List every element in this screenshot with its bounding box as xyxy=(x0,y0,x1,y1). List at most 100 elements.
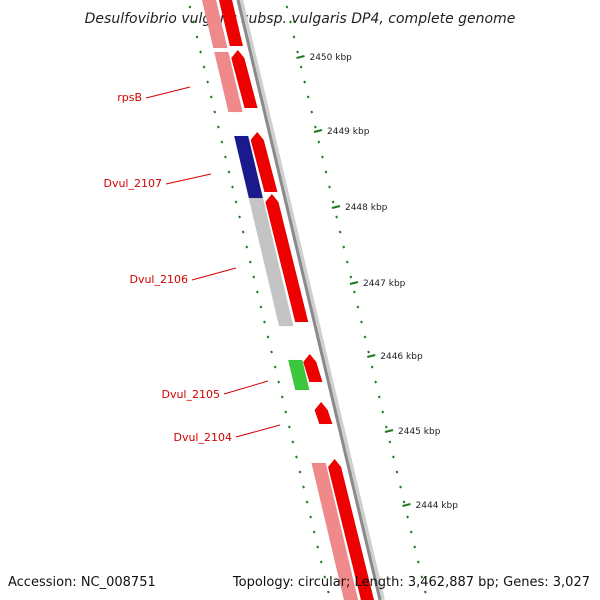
minor-tick xyxy=(280,395,284,399)
minor-tick xyxy=(374,380,378,384)
genome-backbone-shadow xyxy=(237,0,385,600)
minor-tick xyxy=(266,335,270,339)
minor-tick xyxy=(313,125,317,129)
minor-tick xyxy=(335,215,339,219)
scale-tick-mark xyxy=(367,354,376,358)
gene-labels: rpsB Dvul_2107 Dvul_2106 Dvul_2105 Dvul_2104 xyxy=(103,86,281,444)
minor-tick xyxy=(284,410,288,414)
forward-cds-band xyxy=(250,131,278,193)
minor-tick xyxy=(349,275,353,279)
minor-tick xyxy=(220,140,224,144)
minor-tick xyxy=(296,50,299,54)
minor-tick xyxy=(306,95,310,99)
minor-tick xyxy=(289,20,292,24)
gene-label[interactable]: Dvul_2107 xyxy=(103,177,162,190)
minor-tick xyxy=(342,245,346,249)
gene-label-leader xyxy=(223,380,269,395)
scale-tick-label: 2448 kbp xyxy=(345,203,388,213)
gene-features xyxy=(201,0,375,600)
gene-dvul-2106-band xyxy=(248,197,294,327)
gene-dvul-2105-band xyxy=(287,359,310,391)
map-title: Desulfovibrio vulgaris subsp. vulgaris D… xyxy=(85,11,516,27)
minor-tick xyxy=(312,530,316,534)
minor-tick xyxy=(248,260,252,264)
minor-tick xyxy=(259,305,263,309)
minor-tick xyxy=(392,455,395,459)
minor-tick xyxy=(273,365,277,369)
minor-tick xyxy=(367,350,370,354)
scale-tick-mark xyxy=(331,205,341,209)
scale-tick-label: 2445 kbp xyxy=(398,427,441,437)
scale-tick-mark xyxy=(384,429,394,433)
gene-dvul-2104-band xyxy=(314,401,333,425)
minor-tick xyxy=(420,575,424,579)
minor-tick xyxy=(331,200,335,204)
minor-tick xyxy=(238,215,242,219)
minor-tick xyxy=(305,500,309,504)
minor-tick xyxy=(409,530,413,534)
minor-tick xyxy=(195,35,199,39)
minor-tick xyxy=(316,545,320,549)
reverse-cds-band xyxy=(311,462,359,600)
minor-tick xyxy=(255,290,259,294)
minor-tick xyxy=(395,470,399,474)
minor-tick xyxy=(317,140,321,144)
minor-tick xyxy=(234,200,238,204)
minor-tick xyxy=(356,305,360,309)
minor-tick xyxy=(384,425,388,429)
scale-tick-label: 2444 kbp xyxy=(416,501,459,511)
scale-tick-mark xyxy=(349,281,359,285)
minor-tick xyxy=(321,155,324,159)
forward-cds-band xyxy=(231,49,258,109)
forward-cds-band xyxy=(327,458,375,600)
minor-tick xyxy=(326,590,330,594)
gene-label[interactable]: Dvul_2106 xyxy=(129,273,188,286)
minor-tick xyxy=(206,80,210,84)
minor-tick xyxy=(370,365,374,369)
minor-tick xyxy=(245,245,249,249)
gene-label-leader xyxy=(235,424,281,438)
minor-tick xyxy=(216,125,220,129)
minor-tick xyxy=(292,35,296,39)
minor-tick xyxy=(299,65,303,69)
forward-cds-band xyxy=(218,0,244,47)
minor-tick xyxy=(209,95,213,99)
minor-tick xyxy=(192,20,195,24)
gene-label-leader xyxy=(165,173,212,185)
minor-tick xyxy=(213,110,217,114)
scale-tick-mark xyxy=(313,129,323,133)
minor-tick xyxy=(381,410,385,414)
minor-tick xyxy=(252,275,256,279)
minor-tick xyxy=(295,455,298,459)
minor-tick xyxy=(188,5,192,9)
gene-label[interactable]: rpsB xyxy=(117,91,142,104)
minor-tick xyxy=(363,335,367,339)
minor-tick xyxy=(241,230,245,234)
minor-tick xyxy=(231,185,234,189)
gene-label[interactable]: Dvul_2105 xyxy=(161,388,220,401)
minor-tick xyxy=(199,50,202,54)
minor-tick xyxy=(352,290,356,294)
minor-tick xyxy=(287,425,291,429)
minor-tick xyxy=(224,155,227,159)
minor-tick xyxy=(338,230,342,234)
genome-backbone xyxy=(236,0,382,600)
gene-label[interactable]: Dvul_2104 xyxy=(173,431,232,444)
minor-tick xyxy=(277,380,281,384)
minor-tick xyxy=(291,440,295,444)
minor-tick xyxy=(270,350,273,354)
genome-summary-text: Topology: circular; Length: 3,462,887 bp… xyxy=(232,575,590,590)
minor-tick xyxy=(423,590,427,594)
minor-tick xyxy=(328,185,331,189)
scale-tick-label: 2446 kbp xyxy=(380,352,423,362)
minor-tick xyxy=(406,515,410,519)
minor-tick xyxy=(309,515,313,519)
minor-tick xyxy=(360,320,363,324)
minor-tick xyxy=(388,440,392,444)
scale-tick-mark xyxy=(296,55,305,59)
minor-tick xyxy=(303,80,307,84)
minor-tick xyxy=(345,260,349,264)
gene-label-leader xyxy=(145,86,191,99)
scale-tick-label: 2447 kbp xyxy=(363,279,406,289)
